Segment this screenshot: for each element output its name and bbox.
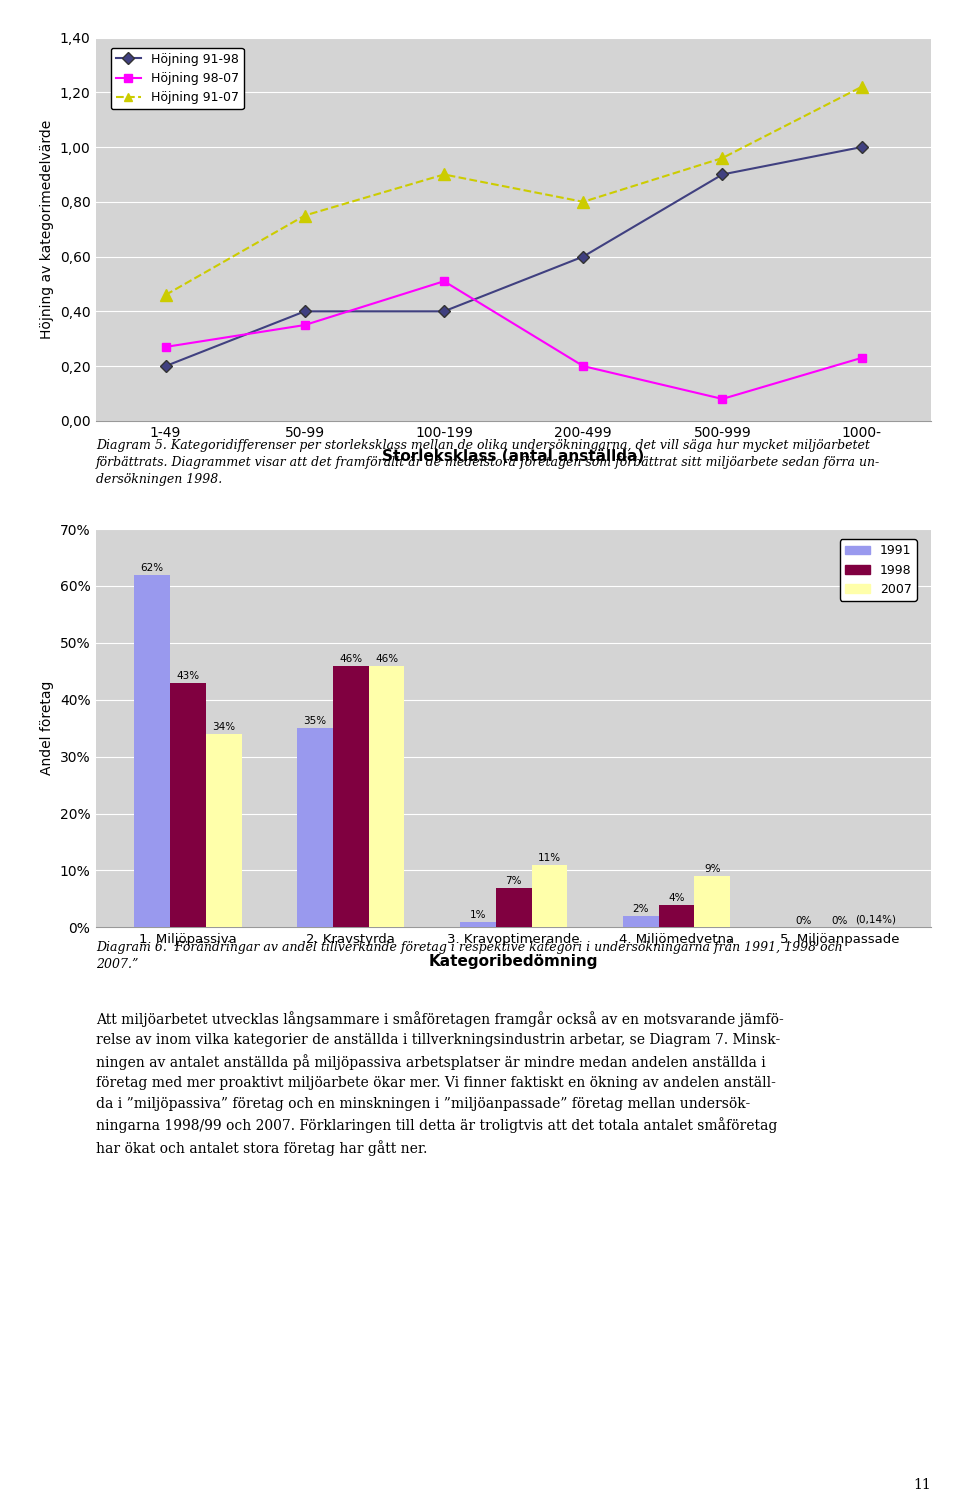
Bar [333, 666, 369, 927]
Y-axis label: Höjning av kategorimedelvärde: Höjning av kategorimedelvärde [40, 120, 54, 338]
Höjning 91-98 [577, 248, 588, 266]
Text: 46%: 46% [375, 654, 398, 664]
Text: 11: 11 [914, 1477, 931, 1491]
Line: Höjning 98-07: Höjning 98-07 [161, 277, 866, 403]
Legend: 1991, 1998, 2007: 1991, 1998, 2007 [840, 540, 917, 601]
Höjning 98-07 [856, 349, 868, 367]
Text: (0,14%): (0,14%) [854, 915, 896, 924]
X-axis label: Kategoribedömning: Kategoribedömning [429, 954, 598, 969]
Höjning 91-07 [438, 165, 449, 183]
Höjning 98-07 [159, 338, 171, 356]
Bar [170, 682, 205, 927]
Bar [297, 729, 333, 927]
Line: Höjning 91-07: Höjning 91-07 [160, 81, 867, 301]
Text: 62%: 62% [140, 562, 163, 573]
Text: 2%: 2% [633, 905, 649, 914]
Höjning 91-98 [856, 138, 868, 156]
Höjning 91-98 [299, 302, 310, 320]
Text: 11%: 11% [538, 854, 561, 863]
Text: Diagram 6.  Förändringar av andel tillverkande företag i respektive kategori i u: Diagram 6. Förändringar av andel tillver… [96, 939, 843, 971]
Text: Att miljöarbetet utvecklas långsammare i småföretagen framgår också av en motsva: Att miljöarbetet utvecklas långsammare i… [96, 1012, 783, 1156]
Bar [495, 887, 532, 927]
Text: 34%: 34% [212, 721, 235, 732]
Höjning 91-07 [716, 149, 728, 167]
Bar [659, 905, 694, 927]
Text: Diagram 5. Kategoridifferenser per storleksklass mellan de olika undersökningarn: Diagram 5. Kategoridifferenser per storl… [96, 439, 880, 485]
Bar [532, 864, 567, 927]
Text: 4%: 4% [668, 893, 684, 903]
Höjning 91-98 [716, 165, 728, 183]
Text: 0%: 0% [831, 917, 848, 926]
Text: 9%: 9% [704, 864, 721, 875]
Text: 1%: 1% [469, 909, 486, 920]
Text: 46%: 46% [339, 654, 362, 664]
X-axis label: Storleksklass (antal anställda): Storleksklass (antal anställda) [382, 449, 645, 464]
Bar [623, 915, 659, 927]
Höjning 98-07 [716, 389, 728, 407]
Text: 35%: 35% [303, 717, 326, 726]
Höjning 98-07 [299, 316, 310, 334]
Bar [694, 876, 731, 927]
Y-axis label: Andel företag: Andel företag [40, 681, 54, 776]
Bar [460, 921, 495, 927]
Bar [369, 666, 404, 927]
Höjning 91-07 [577, 192, 588, 210]
Bar [134, 574, 170, 927]
Text: 43%: 43% [177, 670, 200, 681]
Höjning 91-07 [856, 78, 868, 96]
Höjning 91-98 [438, 302, 449, 320]
Bar [205, 733, 242, 927]
Text: 0%: 0% [796, 917, 812, 926]
Höjning 98-07 [577, 358, 588, 376]
Legend: Höjning 91-98, Höjning 98-07, Höjning 91-07: Höjning 91-98, Höjning 98-07, Höjning 91… [110, 48, 244, 110]
Höjning 98-07 [438, 272, 449, 290]
Text: 7%: 7% [505, 876, 522, 885]
Höjning 91-07 [299, 206, 310, 224]
Höjning 91-07 [159, 286, 171, 304]
Line: Höjning 91-98: Höjning 91-98 [161, 143, 866, 370]
Höjning 91-98 [159, 358, 171, 376]
